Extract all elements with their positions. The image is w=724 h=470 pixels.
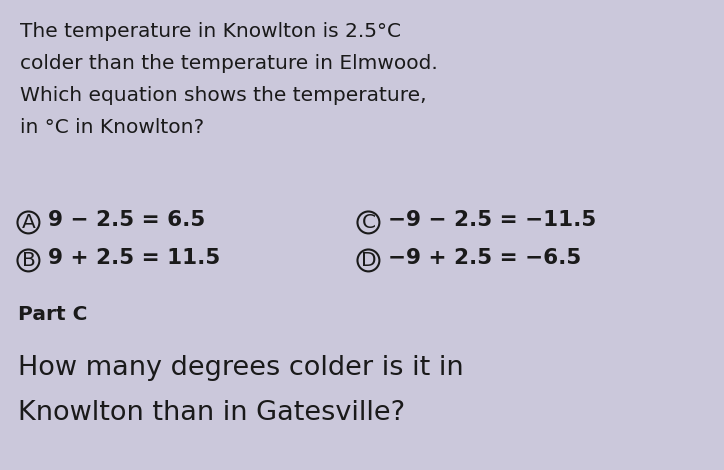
Text: colder than the temperature in Elmwood.: colder than the temperature in Elmwood. <box>20 54 438 73</box>
Text: D: D <box>361 251 376 270</box>
Text: −9 − 2.5 = −11.5: −9 − 2.5 = −11.5 <box>388 210 597 230</box>
Text: The temperature in Knowlton is 2.5°C: The temperature in Knowlton is 2.5°C <box>20 22 401 41</box>
Text: Knowlton than in Gatesville?: Knowlton than in Gatesville? <box>18 400 405 426</box>
Text: −9 + 2.5 = −6.5: −9 + 2.5 = −6.5 <box>388 248 581 268</box>
Text: 9 − 2.5 = 6.5: 9 − 2.5 = 6.5 <box>48 210 205 230</box>
Text: How many degrees colder is it in: How many degrees colder is it in <box>18 355 463 381</box>
Text: C: C <box>361 213 376 232</box>
Text: A: A <box>22 213 35 232</box>
Text: B: B <box>22 251 35 270</box>
Text: 9 + 2.5 = 11.5: 9 + 2.5 = 11.5 <box>48 248 220 268</box>
Text: Which equation shows the temperature,: Which equation shows the temperature, <box>20 86 426 105</box>
Text: Part C: Part C <box>18 305 88 324</box>
Text: in °C in Knowlton?: in °C in Knowlton? <box>20 118 204 137</box>
